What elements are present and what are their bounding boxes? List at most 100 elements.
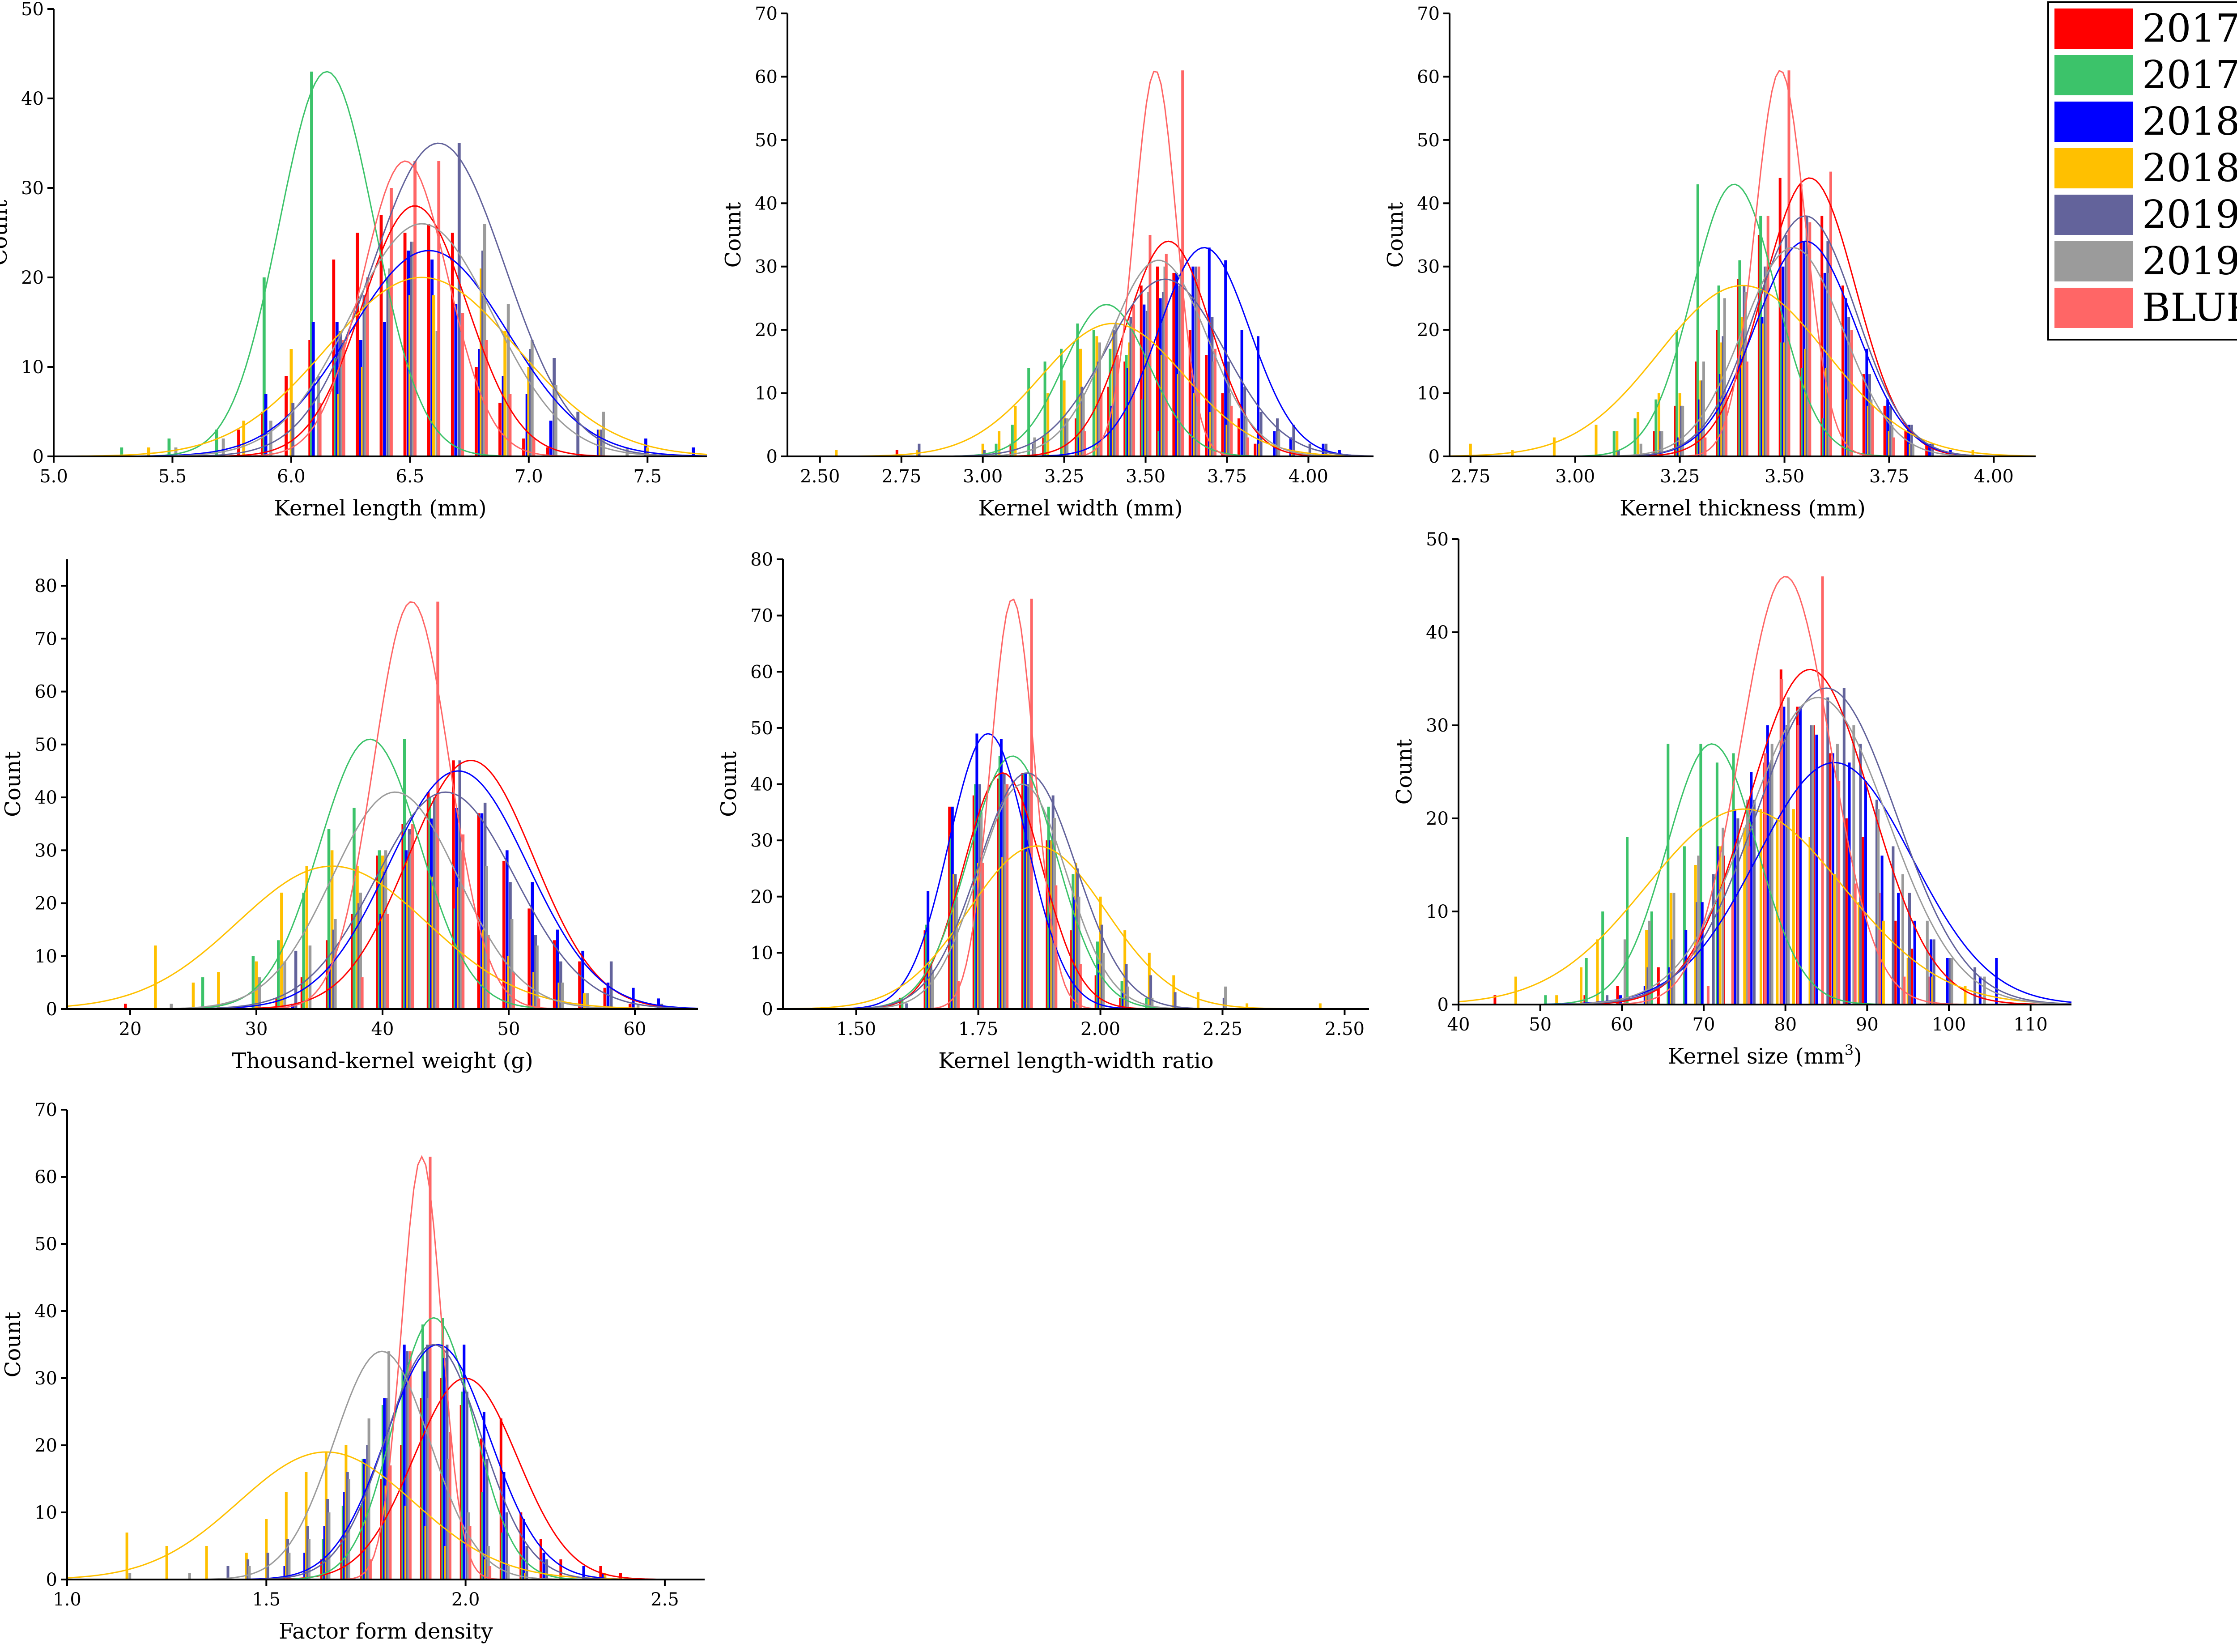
bar xyxy=(1077,437,1080,456)
bar xyxy=(1928,443,1931,456)
bar xyxy=(1850,330,1853,456)
bar xyxy=(430,260,434,456)
bar xyxy=(1676,330,1678,456)
bar xyxy=(1778,178,1782,456)
bar xyxy=(931,970,934,1009)
y-tick-label: 10 xyxy=(755,383,778,404)
bar xyxy=(948,806,951,1009)
bar xyxy=(265,1519,268,1580)
bar xyxy=(602,412,605,456)
bar xyxy=(421,1324,424,1580)
legend-swatch xyxy=(2054,102,2133,142)
y-axis-title: Count xyxy=(716,751,741,817)
bar xyxy=(604,1573,607,1580)
bar xyxy=(1177,374,1180,456)
bar xyxy=(1826,241,1829,456)
bar xyxy=(441,1318,444,1580)
y-tick-label: 20 xyxy=(34,1435,57,1456)
y-tick-label: 0 xyxy=(1437,995,1449,1015)
bar xyxy=(305,1472,308,1580)
bar xyxy=(330,850,334,1009)
bar xyxy=(1846,399,1849,456)
x-tick-label: 2.75 xyxy=(1450,466,1490,487)
bar xyxy=(598,430,602,456)
bar xyxy=(461,313,464,456)
bar xyxy=(954,874,957,1009)
bar xyxy=(1042,437,1045,456)
bar xyxy=(905,1003,908,1009)
legend: 2017CZ2017YA2018CZ2018YA2019CZ2019WJBLUP xyxy=(2047,1,2237,341)
histogram-panel: 20 30 40 50 60 0 10 20 30 40 50 60 70 80 Thousand-kern… xyxy=(0,559,698,1073)
bar xyxy=(1073,896,1076,1009)
bar xyxy=(539,1539,542,1580)
bar xyxy=(1875,800,1878,1005)
y-tick-label: 20 xyxy=(34,894,57,914)
bar xyxy=(530,340,534,456)
bar xyxy=(1868,374,1871,456)
bar xyxy=(1892,846,1895,1005)
bar xyxy=(1799,707,1802,1005)
x-tick-label: 6.5 xyxy=(396,466,425,487)
bar xyxy=(1079,964,1082,1009)
bar xyxy=(1181,70,1184,457)
bar xyxy=(1837,781,1841,1005)
bar xyxy=(1907,425,1910,456)
bar xyxy=(1750,772,1753,1005)
bar xyxy=(1046,393,1050,456)
bar xyxy=(1243,387,1246,456)
bar xyxy=(444,1546,447,1580)
bar xyxy=(165,1546,168,1580)
bar xyxy=(1110,405,1113,456)
bar xyxy=(1128,342,1131,456)
legend-swatch xyxy=(2054,241,2133,281)
y-tick-label: 50 xyxy=(1417,130,1440,151)
bar xyxy=(468,1526,472,1580)
bar xyxy=(1667,744,1670,1005)
bar xyxy=(1796,725,1799,1005)
legend-label: 2017CZ xyxy=(2142,6,2237,51)
bar xyxy=(376,856,379,1009)
bar xyxy=(367,1418,370,1580)
y-axis-title: Count xyxy=(0,200,12,266)
bar xyxy=(1230,405,1233,456)
y-tick-label: 50 xyxy=(21,0,44,20)
bar xyxy=(308,1539,310,1580)
x-tick-label: 60 xyxy=(624,1019,646,1039)
bar xyxy=(427,224,430,456)
bar xyxy=(1163,266,1166,456)
bar xyxy=(1668,967,1671,1005)
legend-label: BLUP xyxy=(2142,285,2237,330)
bar xyxy=(484,1559,487,1580)
y-tick-label: 70 xyxy=(1417,4,1440,24)
x-tick-label: 2.25 xyxy=(1203,1019,1242,1039)
bar xyxy=(1258,443,1261,456)
y-tick-label: 20 xyxy=(1417,320,1440,341)
bar xyxy=(578,961,581,1009)
bar xyxy=(327,829,331,1009)
bar xyxy=(1024,773,1027,1009)
bar xyxy=(1151,997,1154,1009)
bar xyxy=(401,824,404,1009)
x-tick-label: 3.25 xyxy=(1660,466,1700,487)
bar xyxy=(1144,355,1147,456)
bar xyxy=(480,813,484,1009)
bar xyxy=(1815,734,1818,1005)
bar xyxy=(147,447,150,456)
bar xyxy=(582,1566,585,1580)
bar xyxy=(556,929,559,1009)
bar xyxy=(576,412,580,456)
bar xyxy=(1770,744,1773,1005)
bar xyxy=(455,808,458,1009)
bar xyxy=(283,1566,286,1580)
bar xyxy=(480,1439,483,1580)
bar xyxy=(553,940,556,1009)
bar xyxy=(1156,266,1159,456)
bar xyxy=(1739,355,1743,456)
bar xyxy=(360,1506,363,1580)
bar xyxy=(927,891,930,1009)
y-tick-label: 40 xyxy=(34,1301,57,1322)
bar xyxy=(1637,412,1640,456)
bar xyxy=(606,982,610,1009)
bar xyxy=(1833,874,1836,1005)
bar xyxy=(1214,349,1216,456)
